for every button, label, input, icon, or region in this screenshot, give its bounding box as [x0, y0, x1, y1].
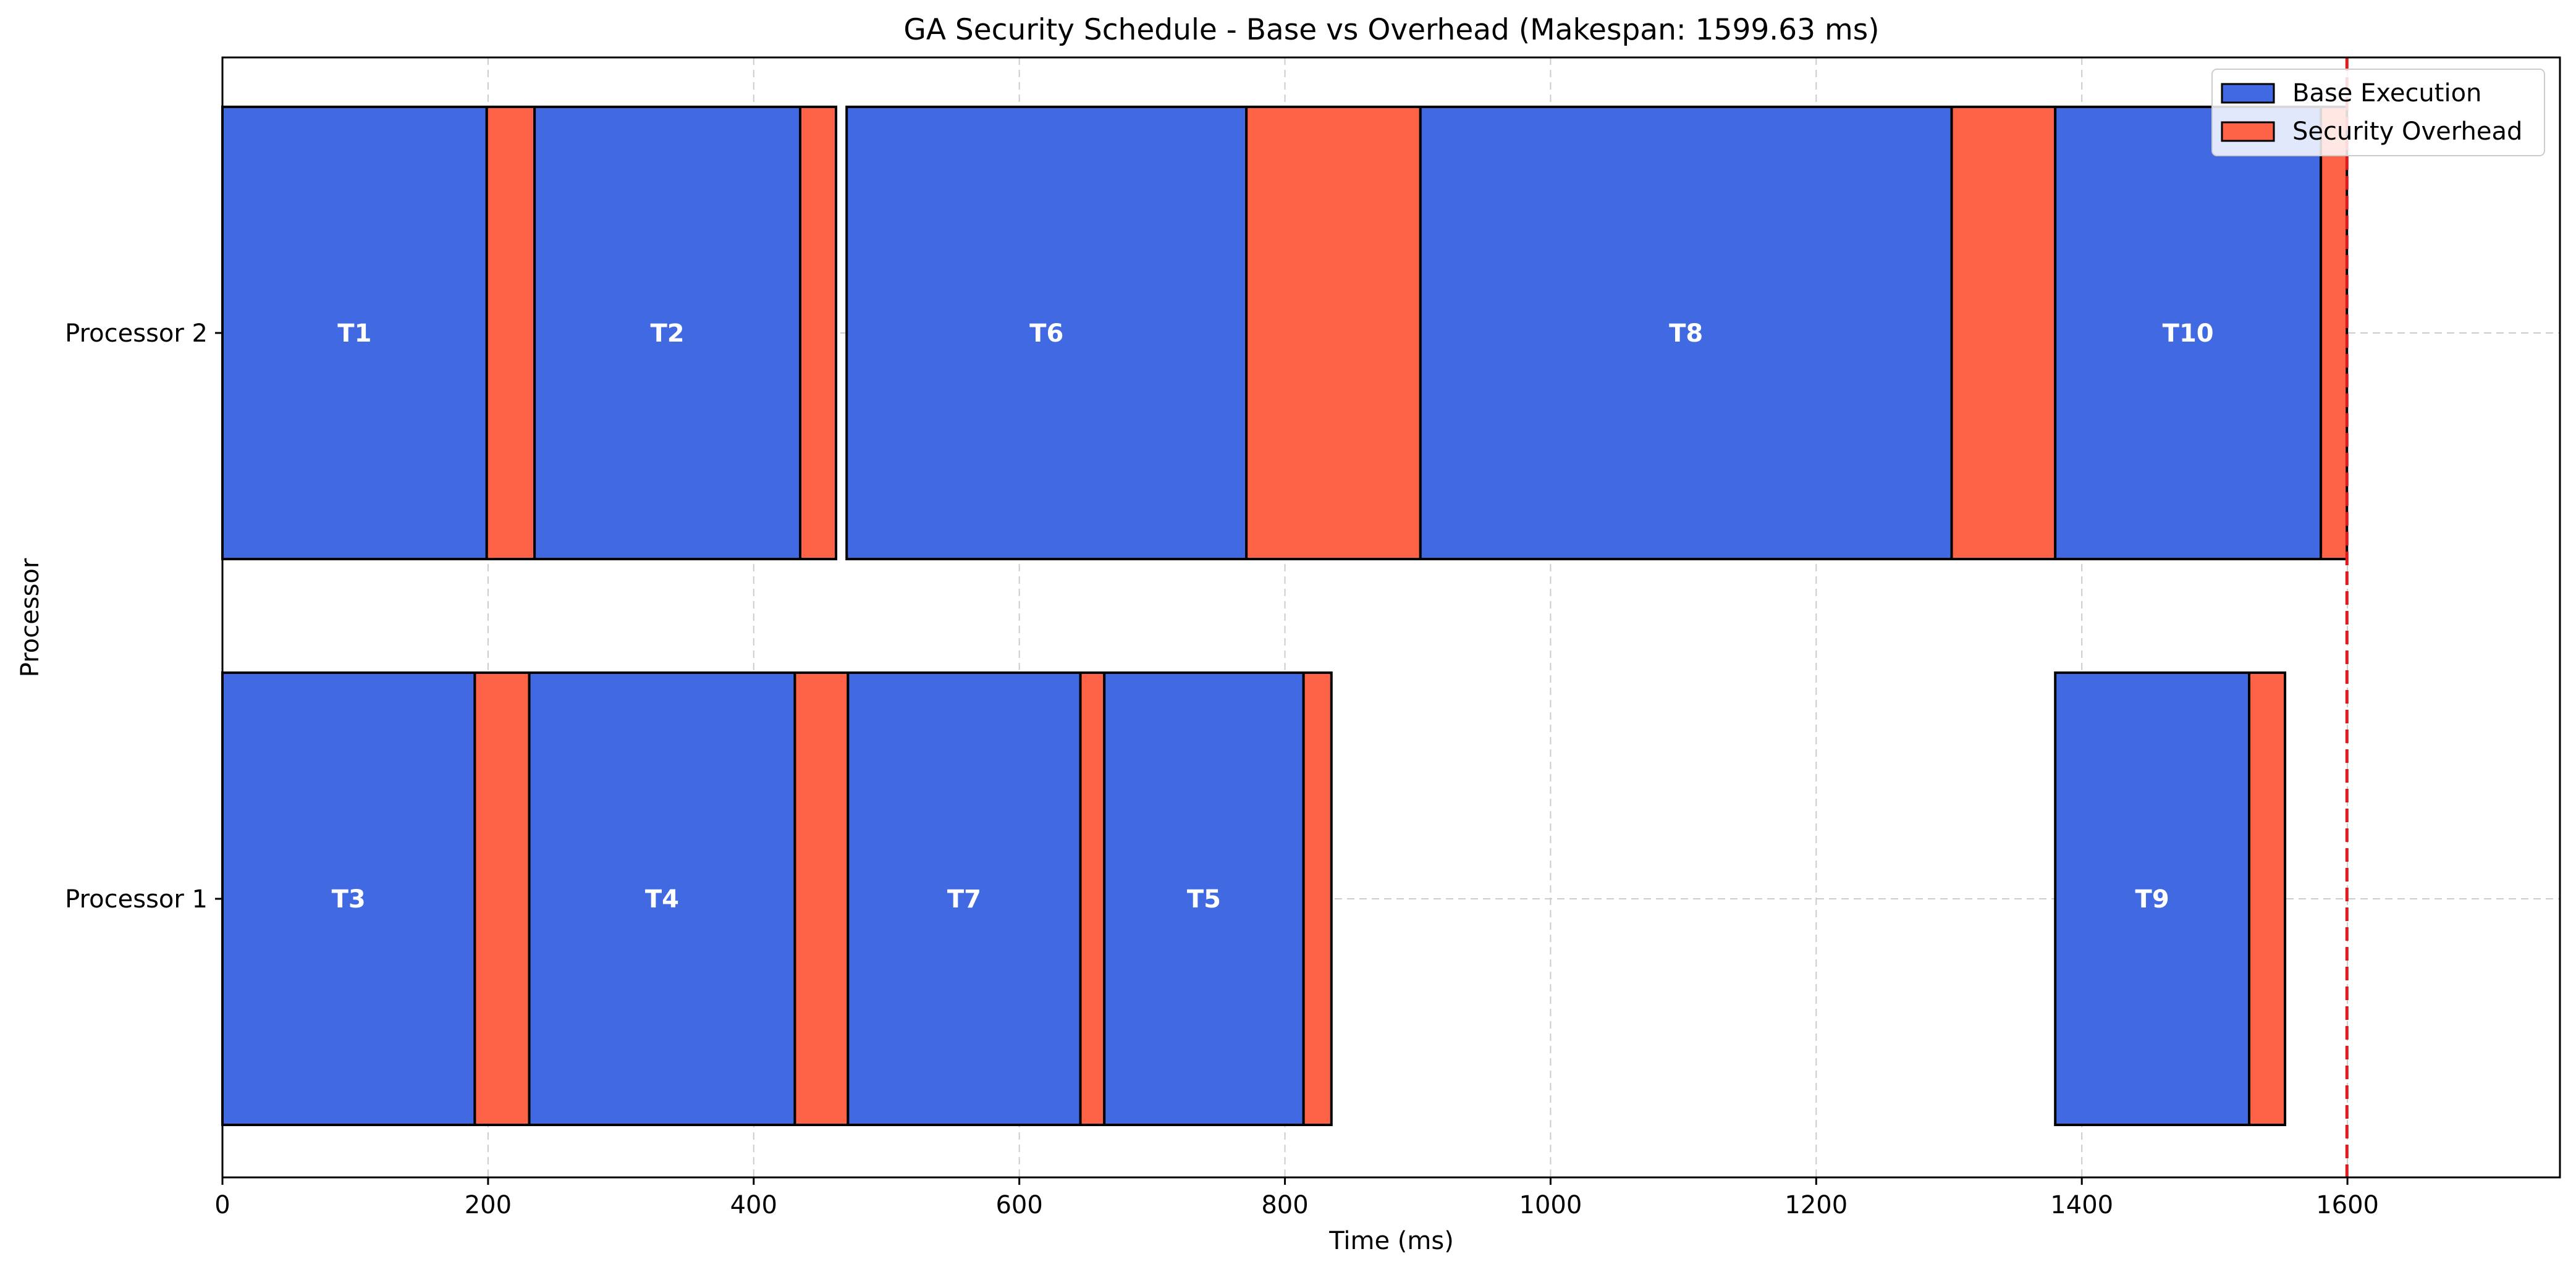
- x-tick-label: 200: [465, 1191, 512, 1219]
- bar-overhead-t7: [1079, 671, 1106, 1126]
- x-tick-label: 400: [730, 1191, 777, 1219]
- bar-label-t10: T10: [2163, 319, 2214, 348]
- bar-base-t1: [221, 106, 488, 560]
- bar-overhead-t5: [1302, 671, 1333, 1126]
- bar-overhead-t6: [1245, 106, 1422, 560]
- bar-label-t6: T6: [1029, 319, 1063, 348]
- legend-swatch-security-overhead: [2221, 121, 2275, 142]
- bar-label-t2: T2: [650, 319, 684, 348]
- bar-overhead-t3: [473, 671, 531, 1126]
- bar-base-t4: [528, 671, 796, 1126]
- bar-base-t10: [2054, 106, 2323, 560]
- bar-base-t7: [847, 671, 1082, 1126]
- bars-layer: T1 T2 T6 T8 T10 T3 T4 T7 T5 T9: [221, 106, 2349, 1126]
- bar-label-t1: T1: [337, 319, 371, 348]
- legend-swatch-base-execution: [2221, 83, 2275, 104]
- bar-overhead-t10: [2320, 106, 2349, 560]
- bar-overhead-t9: [2248, 671, 2287, 1126]
- bar-base-t3: [221, 671, 476, 1126]
- bar-base-t9: [2054, 671, 2251, 1126]
- bar-label-t5: T5: [1187, 885, 1221, 914]
- bar-label-t3: T3: [332, 885, 366, 914]
- x-tick-label: 1200: [1784, 1191, 1848, 1219]
- bar-label-t8: T8: [1669, 319, 1703, 348]
- legend: Base Execution Security Overhead: [2211, 69, 2545, 156]
- bar-label-t7: T7: [947, 885, 981, 914]
- bar-overhead-t4: [793, 671, 850, 1126]
- chart-title: GA Security Schedule - Base vs Overhead …: [903, 13, 1879, 47]
- x-tick-label: 1400: [2050, 1191, 2113, 1219]
- x-tick-label: 1600: [2316, 1191, 2379, 1219]
- bar-base-t2: [533, 106, 802, 560]
- legend-label-security-overhead: Security Overhead: [2292, 117, 2522, 146]
- bar-label-t4: T4: [645, 885, 679, 914]
- x-tick-label: 600: [995, 1191, 1042, 1219]
- y-tick-label-processor-1: Processor 1: [65, 885, 208, 914]
- plot-frame: [221, 56, 2561, 1179]
- bar-overhead-t8: [1950, 106, 2057, 560]
- bar-base-t6: [845, 106, 1248, 560]
- bar-label-t9: T9: [2135, 885, 2169, 914]
- legend-label-base-execution: Base Execution: [2292, 79, 2481, 107]
- bar-overhead-t1: [485, 106, 536, 560]
- x-tick-label: 1000: [1519, 1191, 1582, 1219]
- y-axis-label: Processor: [16, 558, 44, 677]
- legend-box: [2211, 69, 2545, 156]
- bar-base-t8: [1419, 106, 1953, 560]
- x-tick-label: 800: [1261, 1191, 1308, 1219]
- bar-base-t5: [1103, 671, 1305, 1126]
- x-tick-label: 0: [214, 1191, 230, 1219]
- y-tick-label-processor-2: Processor 2: [65, 319, 208, 348]
- bar-overhead-t2: [799, 106, 838, 560]
- ticks-layer: 0 200 400 600 800 1000 1200 1400 1600 Processor 2…: [65, 319, 2379, 1219]
- x-axis-label: Time (ms): [1328, 1227, 1454, 1255]
